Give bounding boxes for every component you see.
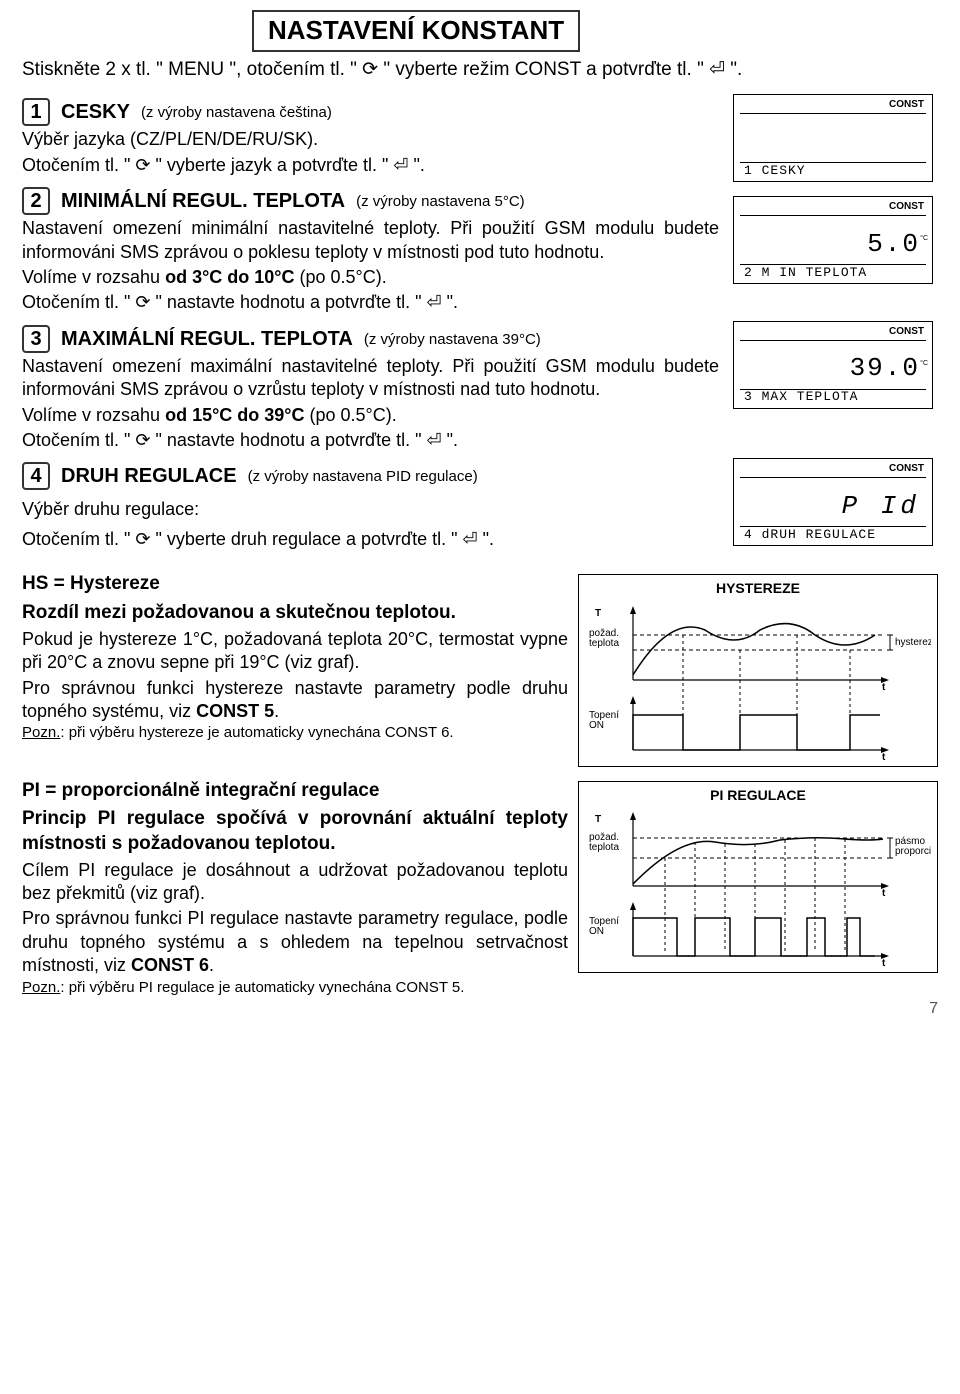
pi-gtitle: PI REGULACE — [585, 786, 931, 804]
lcd2-big: 5.0 — [867, 228, 920, 262]
num-2: 2 — [22, 187, 50, 215]
pi-p1: Cílem PI regulace je dosáhnout a udržova… — [22, 859, 568, 906]
section-1: 1 CESKY (z výroby nastavena čeština) Výb… — [22, 98, 719, 177]
num-1: 1 — [22, 98, 50, 126]
num-3: 3 — [22, 325, 50, 353]
p2-2a: Volíme v rozsahu — [22, 267, 165, 287]
section-2: 2 MINIMÁLNÍ REGUL. TEPLOTA (z výroby nas… — [22, 187, 719, 315]
p2-3: Otočením tl. " ⟳ " nastavte hodnotu a po… — [22, 291, 719, 314]
hs-p2c: . — [274, 701, 279, 721]
lcd3-deg: °C — [920, 359, 928, 368]
lcd1-const: CONST — [889, 98, 924, 111]
hs-p2b: CONST 5 — [196, 701, 274, 721]
p3-2a: Volíme v rozsahu — [22, 405, 165, 425]
p3-3: Otočením tl. " ⟳ " nastavte hodnotu a po… — [22, 429, 719, 452]
hyst-t2: t — [882, 752, 886, 760]
lcd4-const: CONST — [889, 462, 924, 475]
p2-2b: od 3°C do 10°C — [165, 267, 294, 287]
p3-1: Nastavení omezení maximální nastavitelné… — [22, 355, 719, 402]
lcd3-bottom: 3 MAX TEPLOTA — [744, 389, 858, 406]
factory-2: (z výroby nastavena 5°C) — [356, 193, 525, 210]
lcd-4: CONST P Id 4 dRUH REGULACE — [733, 458, 933, 546]
hs-p2: Pro správnou funkci hystereze nastavte p… — [22, 677, 568, 724]
pi-p2c: . — [209, 955, 214, 975]
lcd-1: CONST 1 CESKY — [733, 94, 933, 182]
factory-4: (z výroby nastavena PID regulace) — [248, 468, 478, 485]
p2-2: Volíme v rozsahu od 3°C do 10°C (po 0.5°… — [22, 266, 719, 289]
lcd4-big: P Id — [842, 490, 920, 524]
p3-2: Volíme v rozsahu od 15°C do 39°C (po 0.5… — [22, 404, 719, 427]
pi-t2: t — [882, 958, 886, 966]
hyst-title: HYSTEREZE — [585, 579, 931, 597]
p4-1: Výběr druhu regulace: — [22, 498, 719, 521]
pi-rlabel2: proporcionality — [895, 846, 931, 857]
hyst-T: T — [595, 608, 601, 619]
lcd2-const: CONST — [889, 200, 924, 213]
hyst-graph: HYSTEREZE — [578, 574, 938, 766]
hs-title: HS = Hystereze — [22, 572, 568, 597]
hyst-top2: ON — [589, 720, 604, 731]
section-4: 4 DRUH REGULACE (z výroby nastavena PID … — [22, 462, 719, 551]
section-3: 3 MAXIMÁLNÍ REGUL. TEPLOTA (z výroby nas… — [22, 325, 719, 453]
p2-1: Nastavení omezení minimální nastavitelné… — [22, 217, 719, 264]
page-number: 7 — [22, 999, 938, 1020]
num-4: 4 — [22, 462, 50, 490]
lcd3-big: 39.0 — [850, 352, 920, 386]
pi-p2: Pro správnou funkci PI regulace nastavte… — [22, 907, 568, 977]
factory-3: (z výroby nastavena 39°C) — [364, 331, 541, 348]
lcd4-bottom: 4 dRUH REGULACE — [744, 527, 876, 544]
pi-graph: PI REGULACE — [578, 781, 938, 973]
pi-title: PI = proporcionálně integrační regulace — [22, 779, 568, 804]
lcd-3: CONST 39.0 °C 3 MAX TEPLOTA — [733, 321, 933, 409]
pi-pozad2: teplota — [589, 842, 619, 853]
head-4: DRUH REGULACE — [61, 465, 237, 487]
p2-2c: (po 0.5°C). — [295, 267, 387, 287]
head-1: CESKY — [61, 101, 130, 123]
page-title-box: NASTAVENÍ KONSTANT — [252, 10, 580, 52]
head-2: MINIMÁLNÍ REGUL. TEPLOTA — [61, 190, 345, 212]
pi-t1: t — [882, 888, 886, 899]
pi-top2: ON — [589, 926, 604, 937]
intro-line: Stiskněte 2 x tl. " MENU ", otočením tl.… — [22, 58, 938, 83]
hyst-rlabel: hystereze — [895, 637, 931, 648]
pi-p2a: Pro správnou funkci PI regulace nastavte… — [22, 908, 568, 975]
hs-p1: Pokud je hystereze 1°C, požadovaná teplo… — [22, 628, 568, 675]
hs-p2a: Pro správnou funkci hystereze nastavte p… — [22, 678, 568, 721]
pi-svg: T požad. teplota Topení ON t t pásmo pro… — [585, 806, 931, 966]
hyst-pozad2: teplota — [589, 638, 619, 649]
lcd1-bottom: 1 CESKY — [744, 163, 806, 180]
lcd-2: CONST 5.0 °C 2 M IN TEPLOTA — [733, 196, 933, 284]
p3-2b: od 15°C do 39°C — [165, 405, 304, 425]
pi-T: T — [595, 814, 601, 825]
hyst-svg: T požad. teplota Topení ON t t hystereze — [585, 600, 931, 760]
hyst-t1: t — [882, 682, 886, 693]
p1-2: Otočením tl. " ⟳ " vyberte jazyk a potvr… — [22, 154, 719, 177]
lcd2-bottom: 2 M IN TEPLOTA — [744, 265, 867, 282]
lcd2-deg: °C — [920, 234, 928, 243]
p3-2c: (po 0.5°C). — [305, 405, 397, 425]
hs-note: Pozn.: Pozn.: při výběru hystereze je au… — [22, 723, 568, 743]
p4-2: Otočením tl. " ⟳ " vyberte druh regulace… — [22, 528, 719, 551]
lcd3-const: CONST — [889, 325, 924, 338]
hs-sub: Rozdíl mezi požadovanou a skutečnou tepl… — [22, 601, 568, 626]
pi-sub: Princip PI regulace spočívá v porovnání … — [22, 807, 568, 856]
head-3: MAXIMÁLNÍ REGUL. TEPLOTA — [61, 328, 353, 350]
pi-p2b: CONST 6 — [131, 955, 209, 975]
factory-1: (z výroby nastavena čeština) — [141, 104, 332, 121]
p1-1: Výběr jazyka (CZ/PL/EN/DE/RU/SK). — [22, 128, 719, 151]
pi-note: Pozn.: při výběru PI regulace je automat… — [22, 978, 568, 998]
